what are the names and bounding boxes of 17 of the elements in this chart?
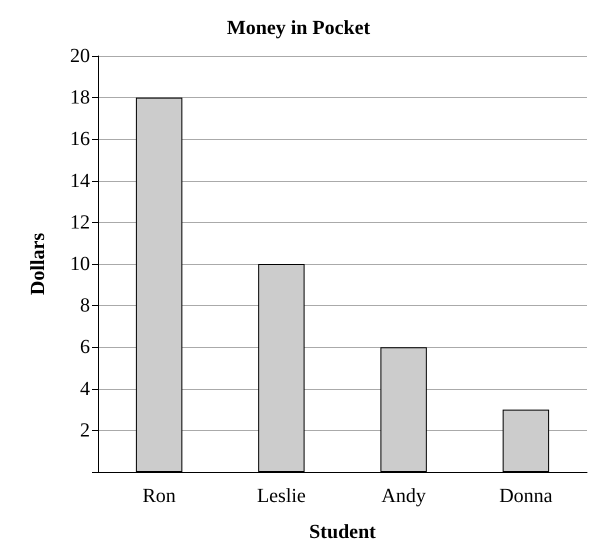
- y-tick-label: 2: [80, 419, 90, 442]
- y-tick-label: 8: [80, 294, 90, 317]
- x-tick-label: Ron: [142, 485, 176, 507]
- x-tick-label: Leslie: [256, 485, 306, 507]
- chart-title: Money in Pocket: [226, 17, 370, 39]
- y-tick-label: 14: [70, 170, 90, 192]
- y-tick-label: 4: [80, 378, 90, 400]
- x-tick-label: Andy: [381, 485, 426, 507]
- y-tick-label: 10: [70, 253, 90, 275]
- x-tick-label: Donna: [499, 485, 553, 507]
- y-tick-label: 16: [70, 128, 90, 150]
- y-tick-label: 6: [80, 336, 90, 358]
- x-axis-title: Student: [309, 521, 376, 543]
- y-tick-label: 18: [70, 86, 90, 109]
- y-tick-label: 20: [70, 45, 90, 67]
- y-tick-label: 12: [70, 211, 90, 234]
- y-axis-title: Dollars: [27, 232, 49, 296]
